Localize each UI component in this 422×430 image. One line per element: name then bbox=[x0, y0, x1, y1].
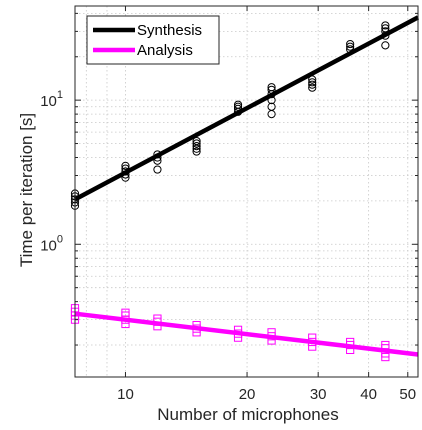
legend-label-analysis: Analysis bbox=[137, 42, 193, 59]
data-point bbox=[121, 161, 130, 170]
ticks bbox=[75, 6, 418, 377]
plot-frame bbox=[74, 5, 419, 378]
data-point bbox=[381, 24, 390, 33]
x-tick-label: 20 bbox=[239, 386, 256, 403]
data-point bbox=[381, 41, 390, 50]
data-point bbox=[192, 136, 201, 146]
series-analysis bbox=[70, 304, 419, 362]
y-tick-base: 10 bbox=[40, 93, 57, 110]
x-axis-label: Number of microphones bbox=[157, 405, 338, 424]
x-tick-label: 10 bbox=[117, 386, 134, 403]
data-point bbox=[121, 308, 130, 317]
y-tick-exponent: 0 bbox=[57, 233, 63, 245]
data-point bbox=[346, 39, 355, 49]
data-point bbox=[153, 165, 162, 174]
legend: Synthesis Analysis bbox=[86, 15, 220, 65]
y-tick-label: 101 bbox=[40, 89, 63, 110]
fit-line bbox=[74, 311, 419, 357]
data-point bbox=[192, 147, 201, 156]
data-point bbox=[267, 83, 276, 92]
data-point bbox=[308, 80, 317, 89]
y-tick-label: 100 bbox=[40, 233, 63, 254]
data-point bbox=[192, 139, 201, 148]
y-axis-label: Time per iteration [s] bbox=[17, 113, 36, 267]
series-layer bbox=[70, 15, 420, 362]
data-point bbox=[308, 83, 317, 92]
y-tick-base: 10 bbox=[40, 237, 57, 254]
legend-box bbox=[86, 15, 220, 65]
data-point bbox=[192, 141, 201, 151]
data-point bbox=[233, 100, 243, 109]
data-point bbox=[381, 21, 390, 30]
fit-line bbox=[73, 15, 420, 202]
x-tick-label: 30 bbox=[310, 386, 327, 403]
y-tick-exponent: 1 bbox=[57, 89, 63, 101]
data-point bbox=[346, 42, 355, 51]
x-tick-label: 40 bbox=[360, 386, 377, 403]
data-point bbox=[267, 102, 276, 111]
data-point bbox=[308, 78, 317, 87]
legend-label-synthesis: Synthesis bbox=[137, 22, 202, 39]
x-tick-label: 50 bbox=[399, 386, 416, 403]
